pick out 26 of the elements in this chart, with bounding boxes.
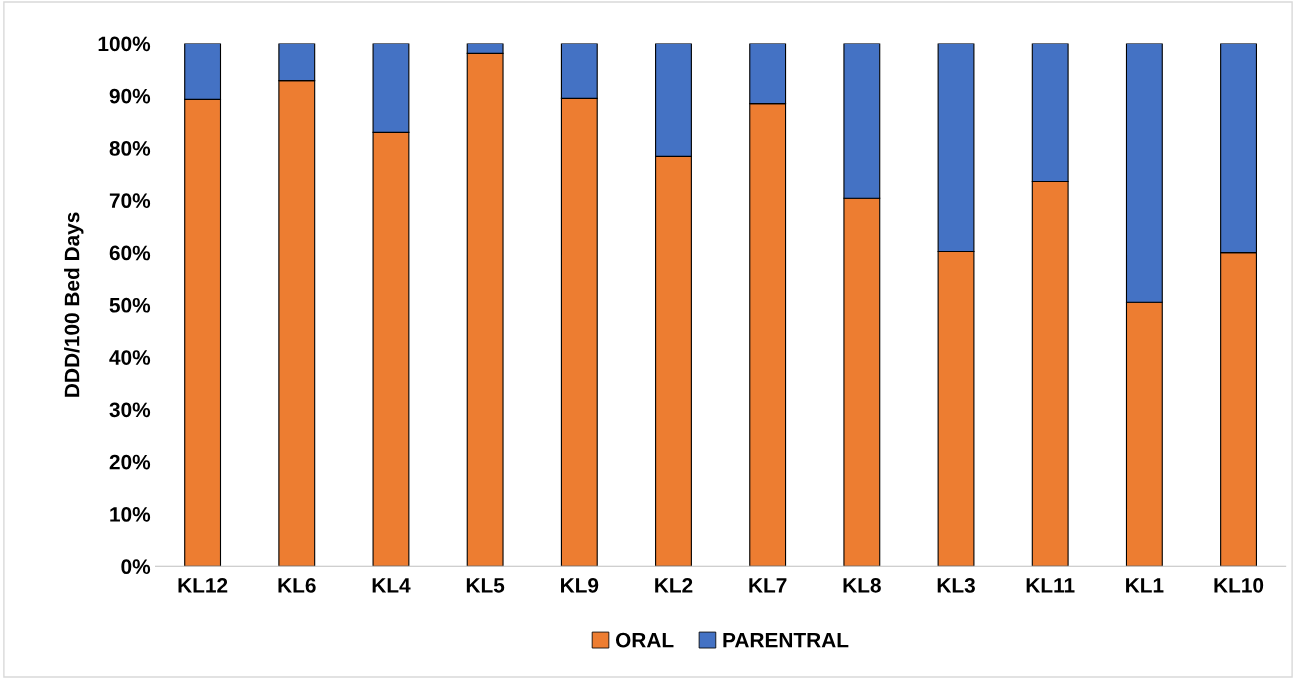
y-tick-label: 90% (109, 88, 151, 104)
x-tick-label: KL6 (278, 577, 316, 593)
x-tick-label: KL7 (749, 578, 787, 593)
y-tick-label: 0% (121, 559, 151, 575)
x-tick-label: KL8 (843, 577, 881, 593)
y-tick-label: 100% (98, 36, 151, 52)
y-tick-label: 10% (110, 507, 151, 522)
x-tick-label: KL1 (1126, 578, 1164, 593)
legend-label: ORAL (615, 632, 674, 648)
x-tick-label: KL2 (655, 577, 693, 593)
x-tick-label: KL3 (937, 577, 975, 593)
x-tick-label: KL4 (372, 578, 411, 593)
y-tick-label: 50% (109, 297, 151, 313)
x-tick-label: KL12 (178, 577, 228, 593)
x-tick-label: KL11 (1026, 578, 1075, 593)
x-tick-label: KL9 (561, 577, 599, 593)
x-tick-label: KL10 (1214, 577, 1264, 593)
y-tick-label: 30% (109, 402, 151, 418)
y-tick-label: 40% (109, 350, 151, 365)
x-tick-label: KL5 (466, 578, 505, 593)
y-tick-label: 80% (109, 141, 151, 156)
y-tick-label: 60% (109, 245, 151, 261)
legend-label: PARENTRAL (723, 632, 849, 648)
y-tick-label: 20% (109, 454, 151, 470)
y-axis-title: DDD/100 Bed Days (64, 212, 84, 397)
y-tick-label: 70% (109, 193, 151, 209)
